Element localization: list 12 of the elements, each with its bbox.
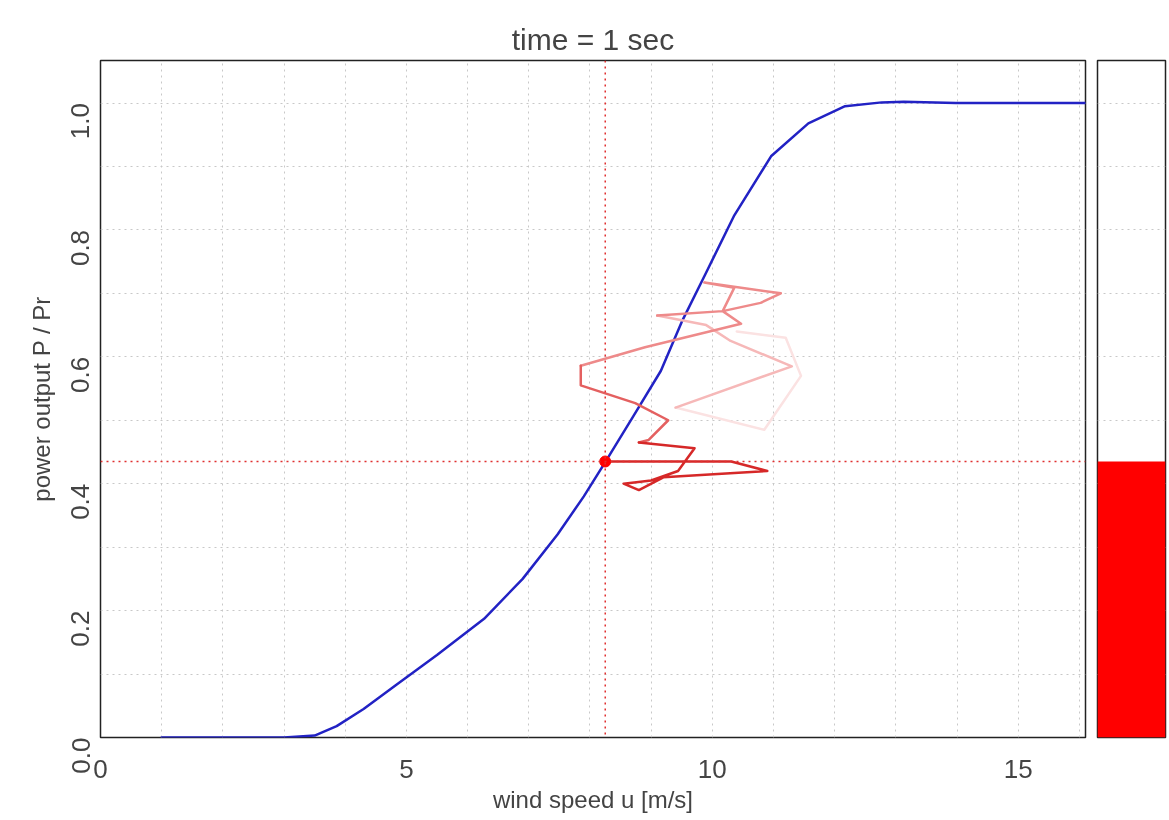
y-tick-label: 0.2 <box>65 610 96 647</box>
x-tick-label: 10 <box>697 753 727 784</box>
y-axis-title: power output P / Pr <box>27 296 55 502</box>
x-axis-title: wind speed u [m/s] <box>491 785 694 813</box>
y-tick-label: 0.8 <box>65 229 96 267</box>
y-tick-label: 0.4 <box>65 483 96 520</box>
x-tick-label: 15 <box>1003 753 1033 784</box>
x-tick-label: 0 <box>93 753 108 784</box>
y-tick-label: 0.6 <box>65 356 96 393</box>
chart-title: time = 1 sec <box>511 22 675 56</box>
x-tick-label: 5 <box>399 753 414 784</box>
y-tick-label: 1.0 <box>65 103 96 140</box>
